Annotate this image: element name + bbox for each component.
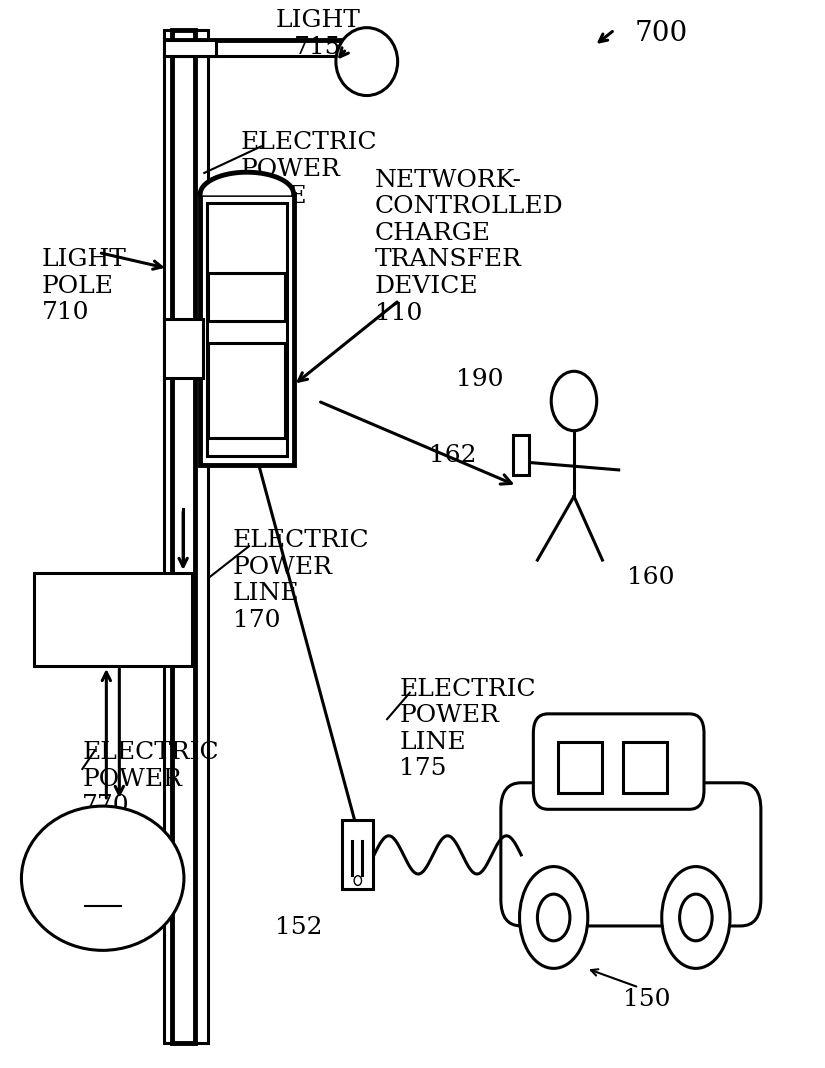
Bar	[208, 273, 285, 321]
Bar	[163, 319, 202, 379]
Text: LIGHT
POLE
710: LIGHT POLE 710	[42, 248, 126, 324]
Bar	[163, 42, 216, 58]
Bar	[208, 344, 285, 439]
Ellipse shape	[21, 806, 184, 951]
Text: 152: 152	[274, 915, 322, 939]
Bar	[557, 742, 601, 794]
Ellipse shape	[661, 867, 729, 969]
Bar	[34, 574, 192, 666]
Ellipse shape	[519, 867, 587, 969]
Bar	[200, 194, 294, 466]
FancyBboxPatch shape	[500, 783, 760, 926]
Ellipse shape	[679, 894, 711, 941]
Bar	[512, 436, 529, 475]
FancyBboxPatch shape	[533, 714, 703, 810]
Text: 700: 700	[634, 20, 687, 47]
Ellipse shape	[537, 894, 569, 941]
Text: POWER GRID: POWER GRID	[24, 851, 182, 874]
Text: LIGHT
715: LIGHT 715	[276, 10, 360, 59]
Text: 120: 120	[82, 883, 124, 906]
Bar	[342, 820, 373, 889]
Text: ELECTRIC
POWER
LINE
772: ELECTRIC POWER LINE 772	[241, 131, 377, 234]
Bar	[163, 31, 208, 1042]
Ellipse shape	[336, 29, 397, 96]
Text: ELECTRIC
POWER
LINE
170: ELECTRIC POWER LINE 170	[233, 529, 369, 631]
Text: ELECTRIC
POWER
LINE
175: ELECTRIC POWER LINE 175	[398, 677, 535, 780]
Text: WIRING BOX
730: WIRING BOX 730	[36, 591, 189, 639]
Circle shape	[550, 372, 596, 431]
Bar	[622, 742, 667, 794]
Bar	[206, 203, 287, 457]
Text: 150: 150	[623, 988, 670, 1010]
Text: 162: 162	[428, 444, 476, 467]
Bar	[172, 31, 194, 1042]
Text: NETWORK-
CONTROLLED
CHARGE
TRANSFER
DEVICE
110: NETWORK- CONTROLLED CHARGE TRANSFER DEVI…	[375, 169, 563, 325]
Circle shape	[354, 876, 361, 885]
Text: 160: 160	[626, 566, 673, 588]
Text: 190: 190	[455, 368, 503, 391]
Text: ELECTRIC
POWER
770: ELECTRIC POWER 770	[82, 740, 219, 817]
